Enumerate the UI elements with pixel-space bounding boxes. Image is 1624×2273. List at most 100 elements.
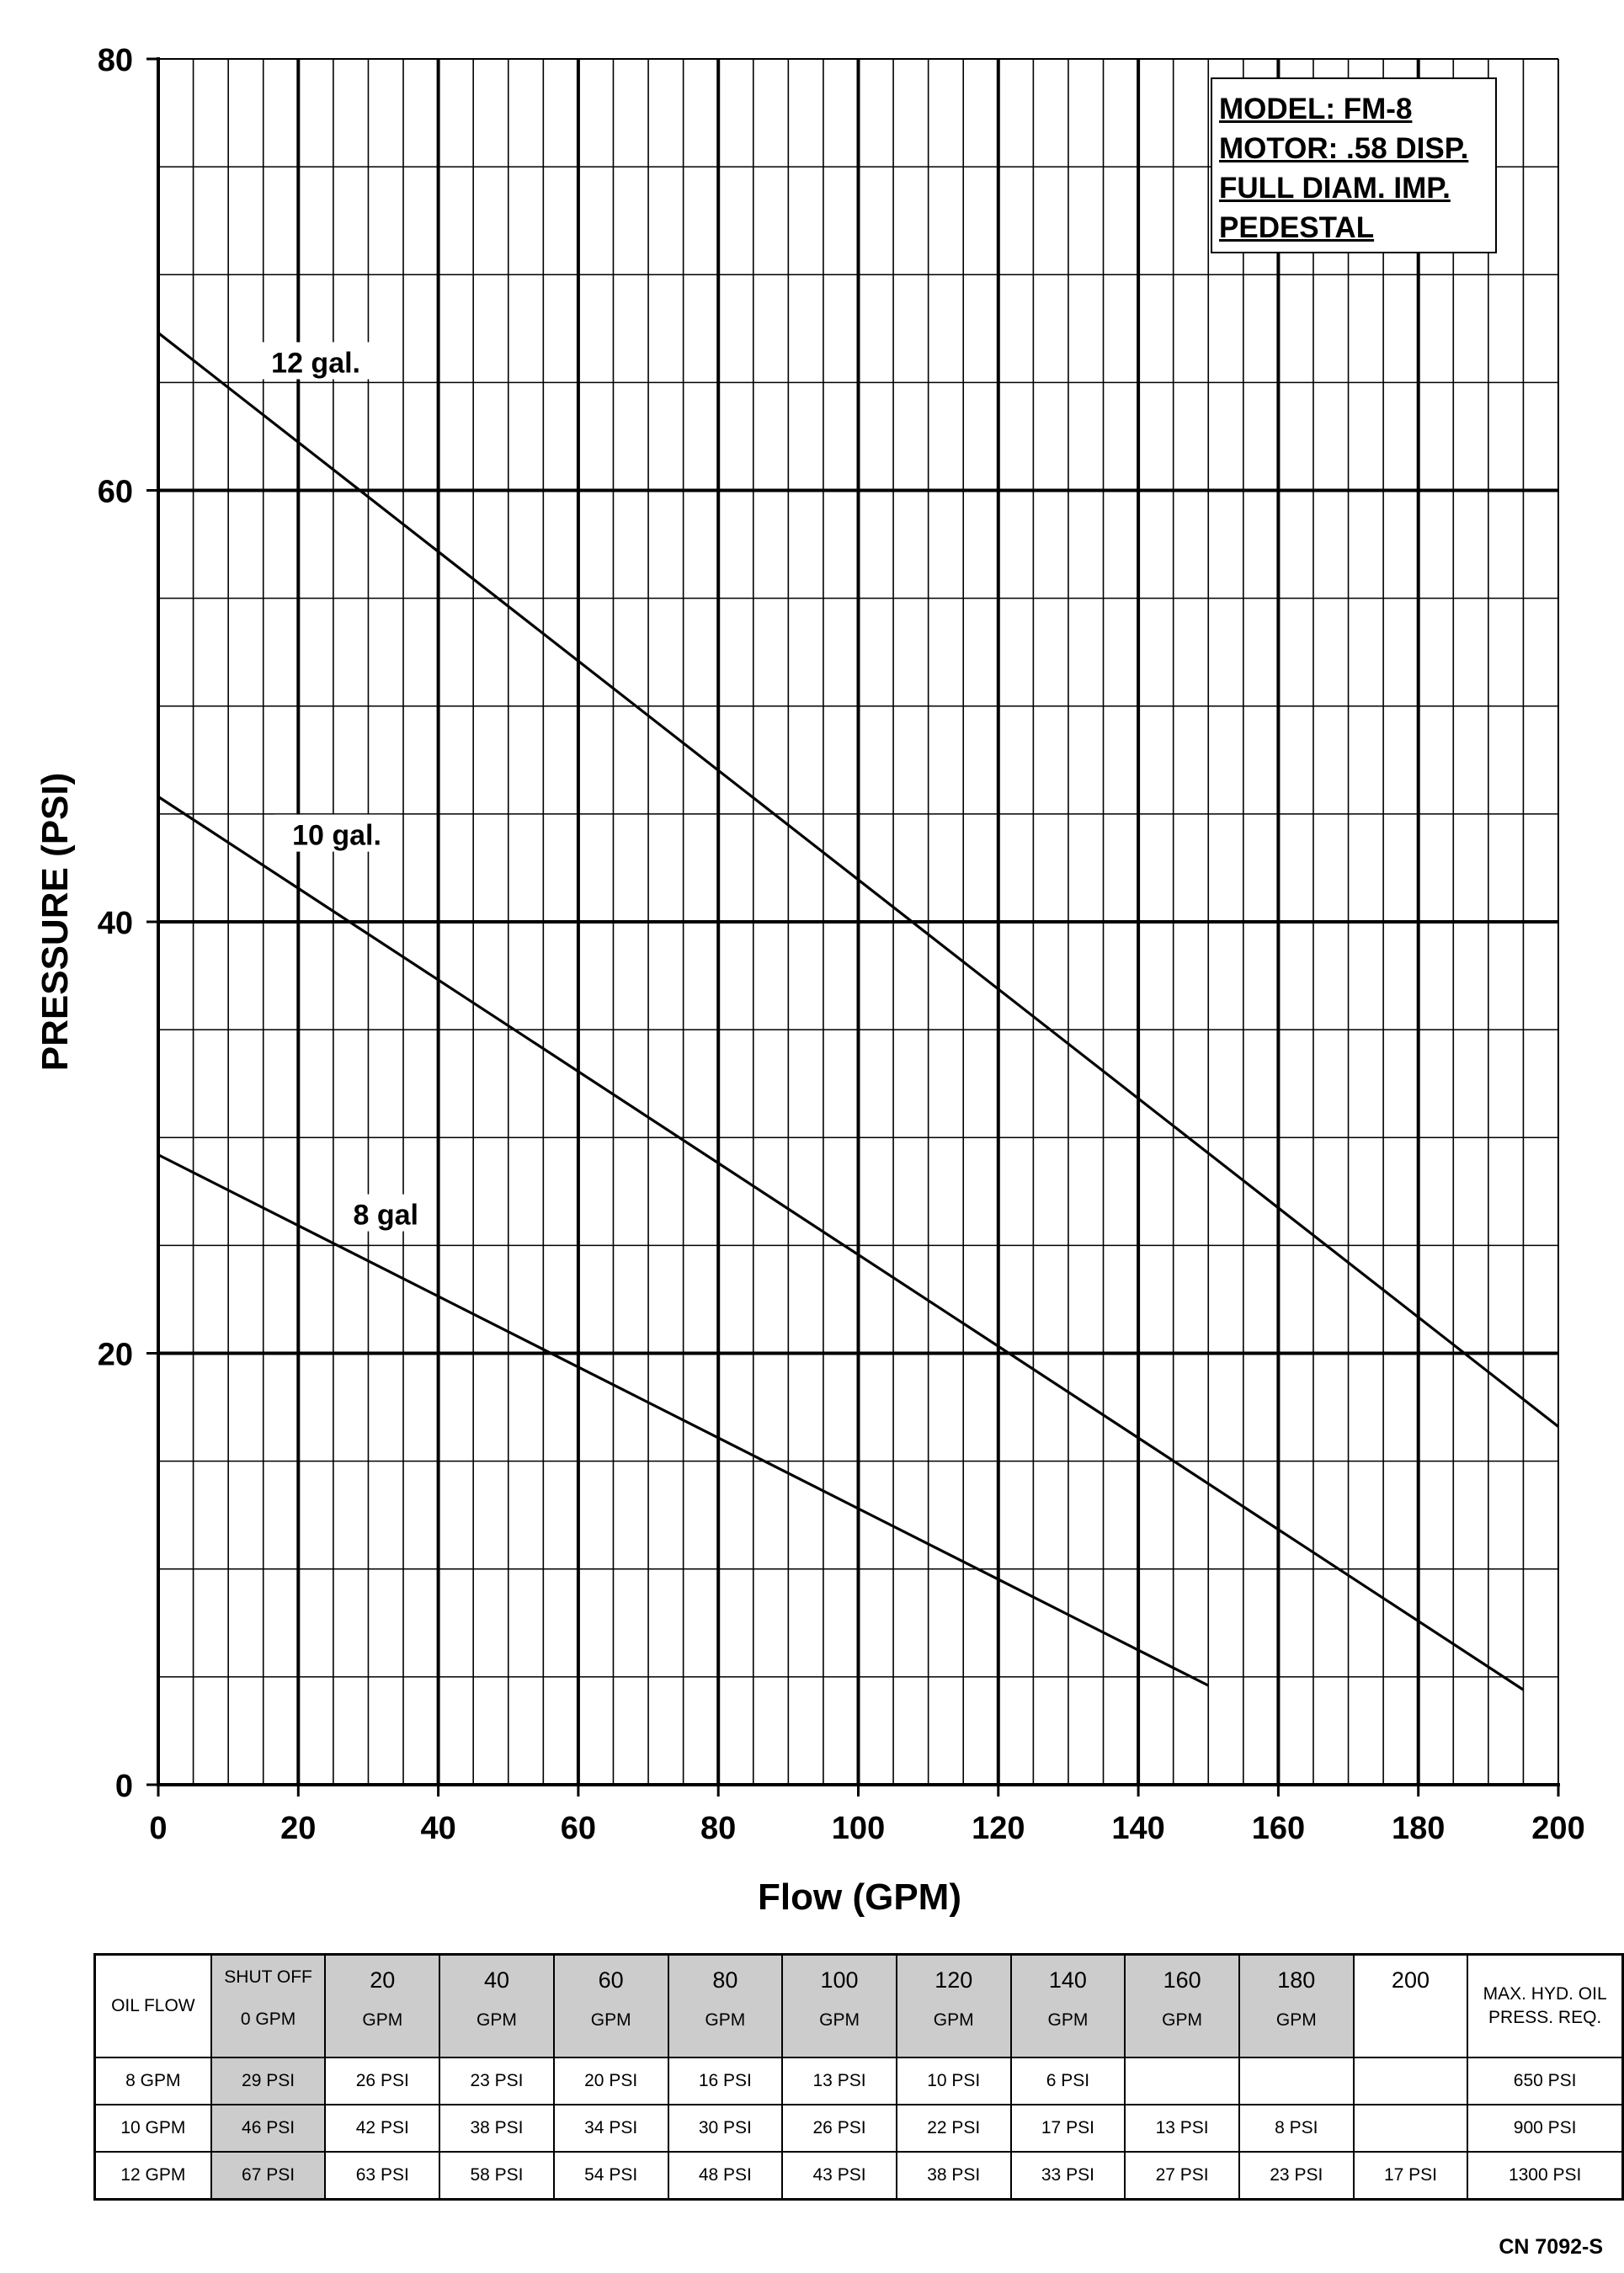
- impeller-line: FULL DIAM. IMP.: [1219, 172, 1451, 205]
- pressure-cell: 23 PSI: [439, 2057, 555, 2105]
- x-tick-label: 20: [280, 1811, 316, 1846]
- x-tick-label: 200: [1531, 1811, 1584, 1846]
- model-line: MODEL: FM-8: [1219, 93, 1413, 125]
- table-header-row: OIL FLOW SHUT OFF 0 GPM 20 GPM 40 GPM 60 GPM 80 GP…: [93, 1953, 1624, 2058]
- y-tick-label: 60: [98, 475, 133, 510]
- pressure-cell: [1352, 2057, 1469, 2105]
- y-tick-label: 20: [98, 1338, 133, 1373]
- column-flow-value: 140: [1048, 1967, 1087, 1993]
- column-flow-unit: GPM: [477, 2010, 517, 2030]
- x-tick-label: 80: [700, 1811, 736, 1846]
- max-pressure-header: MAX. HYD. OIL PRESS. REQ.: [1467, 1953, 1624, 2058]
- max-pressure-cell: 1300 PSI: [1467, 2151, 1624, 2201]
- y-tick-label: 0: [115, 1769, 133, 1804]
- y-axis-title: PRESSURE (PSI): [35, 773, 76, 1072]
- pressure-cell: 17 PSI: [1352, 2151, 1469, 2201]
- row-oil-flow: 8 GPM: [93, 2057, 212, 2105]
- flow-column-header: 100 GPM: [781, 1953, 897, 2058]
- column-flow-unit: 0 GPM: [240, 2010, 296, 2029]
- chart-axes: [146, 57, 1560, 1797]
- column-flow-value: 20: [370, 1967, 396, 1993]
- max-pressure-cell: 650 PSI: [1467, 2057, 1624, 2105]
- mount-line: PEDESTAL: [1219, 211, 1375, 244]
- x-tick-label: 140: [1111, 1811, 1164, 1846]
- series-label-bg: [253, 342, 379, 380]
- pressure-cell: 38 PSI: [439, 2104, 555, 2153]
- column-flow-value: 200: [1391, 1967, 1430, 1993]
- column-flow-value: 160: [1163, 1967, 1201, 1993]
- pressure-cell: 67 PSI: [210, 2151, 327, 2201]
- pressure-cell: 13 PSI: [781, 2057, 897, 2105]
- pressure-cell: 20 PSI: [552, 2057, 669, 2105]
- max-header-line-2: PRESS. REQ.: [1488, 2008, 1602, 2027]
- flow-column-header: 200: [1352, 1953, 1469, 2058]
- document-code: CN 7092-S: [1499, 2235, 1603, 2259]
- column-flow-unit: GPM: [1162, 2010, 1203, 2030]
- series-line-2: [157, 796, 1525, 1691]
- pressure-cell: 10 PSI: [895, 2057, 1012, 2105]
- flow-column-header: 120 GPM: [895, 1953, 1012, 2058]
- oil-flow-header: OIL FLOW: [93, 1953, 212, 2058]
- pressure-cell: 33 PSI: [1009, 2151, 1126, 2201]
- flow-column-header: 160 GPM: [1124, 1953, 1240, 2058]
- pressure-cell: 48 PSI: [667, 2151, 784, 2201]
- model-info-box: MODEL: FM-8 MOTOR: .58 DISP. FULL DIAM. …: [1211, 77, 1497, 253]
- x-tick-label: 60: [561, 1811, 596, 1846]
- column-flow-value: 120: [934, 1967, 973, 1993]
- pressure-cell: 8 PSI: [1238, 2104, 1355, 2153]
- series-label: 10 gal.: [292, 820, 381, 852]
- max-pressure-cell: 900 PSI: [1467, 2104, 1624, 2153]
- column-flow-unit: GPM: [819, 2010, 860, 2030]
- pressure-cell: 29 PSI: [210, 2057, 327, 2105]
- pressure-cell: 34 PSI: [552, 2104, 669, 2153]
- column-flow-unit: GPM: [705, 2010, 746, 2030]
- series-label-bg: [274, 814, 400, 852]
- y-tick-label: 40: [98, 906, 133, 941]
- pump-performance-chart: 12 gal. 10 gal. 8 gal 0 20 40 60 80 100 120 140 16…: [35, 43, 1585, 1918]
- pressure-cell: [1352, 2104, 1469, 2153]
- x-tick-label: 100: [832, 1811, 885, 1846]
- column-flow-unit: GPM: [933, 2010, 974, 2030]
- pressure-cell: 38 PSI: [895, 2151, 1012, 2201]
- series-label: 12 gal.: [271, 347, 360, 379]
- pressure-cell: 43 PSI: [781, 2151, 897, 2201]
- pressure-cell: 13 PSI: [1124, 2104, 1240, 2153]
- column-flow-unit: GPM: [362, 2010, 403, 2030]
- x-tick-label: 120: [972, 1811, 1025, 1846]
- chart-series: 12 gal. 10 gal. 8 gal: [157, 332, 1559, 1691]
- column-flow-value: 60: [598, 1967, 624, 1993]
- flow-column-header: 20 GPM: [324, 1953, 441, 2058]
- column-flow-value: SHUT OFF: [224, 1967, 312, 1987]
- row-oil-flow: 12 GPM: [93, 2151, 212, 2201]
- pressure-cell: 6 PSI: [1009, 2057, 1126, 2105]
- pressure-cell: 26 PSI: [324, 2057, 441, 2105]
- pressure-cell: 58 PSI: [439, 2151, 555, 2201]
- pressure-cell: 54 PSI: [552, 2151, 669, 2201]
- flow-column-header: 180 GPM: [1238, 1953, 1355, 2058]
- column-flow-unit: GPM: [1047, 2010, 1089, 2030]
- pressure-cell: [1238, 2057, 1355, 2105]
- pressure-cell: 17 PSI: [1009, 2104, 1126, 2153]
- column-flow-value: 80: [712, 1967, 738, 1993]
- column-flow-unit: GPM: [1275, 2010, 1317, 2030]
- table-row: 12 GPM 67 PSI 63 PSI 58 PSI 54 PSI 48 PSI 43 P…: [93, 2151, 1624, 2201]
- series-label: 8 gal: [353, 1200, 418, 1232]
- pressure-cell: 63 PSI: [324, 2151, 441, 2201]
- pressure-table: OIL FLOW SHUT OFF 0 GPM 20 GPM 40 GPM 60 GPM 80 GP…: [93, 1953, 1624, 2201]
- column-flow-unit: GPM: [590, 2010, 631, 2030]
- series-label-bg: [338, 1194, 433, 1232]
- grid-major: [158, 59, 1558, 1785]
- x-tick-label: 40: [420, 1811, 455, 1846]
- x-tick-label: 180: [1392, 1811, 1445, 1846]
- max-header-line-1: MAX. HYD. OIL: [1483, 1984, 1607, 2004]
- row-oil-flow: 10 GPM: [93, 2104, 212, 2153]
- x-axis-title: Flow (GPM): [758, 1876, 961, 1918]
- table-row: 8 GPM 29 PSI 26 PSI 23 PSI 20 PSI 16 PSI 13 PS…: [93, 2057, 1624, 2105]
- x-tick-label: 160: [1252, 1811, 1305, 1846]
- column-flow-value: 100: [820, 1967, 859, 1993]
- pressure-cell: [1124, 2057, 1240, 2105]
- motor-line: MOTOR: .58 DISP.: [1219, 132, 1469, 165]
- pressure-cell: 30 PSI: [667, 2104, 784, 2153]
- flow-column-header: SHUT OFF 0 GPM: [210, 1953, 327, 2058]
- column-flow-unit: [1355, 2010, 1467, 2031]
